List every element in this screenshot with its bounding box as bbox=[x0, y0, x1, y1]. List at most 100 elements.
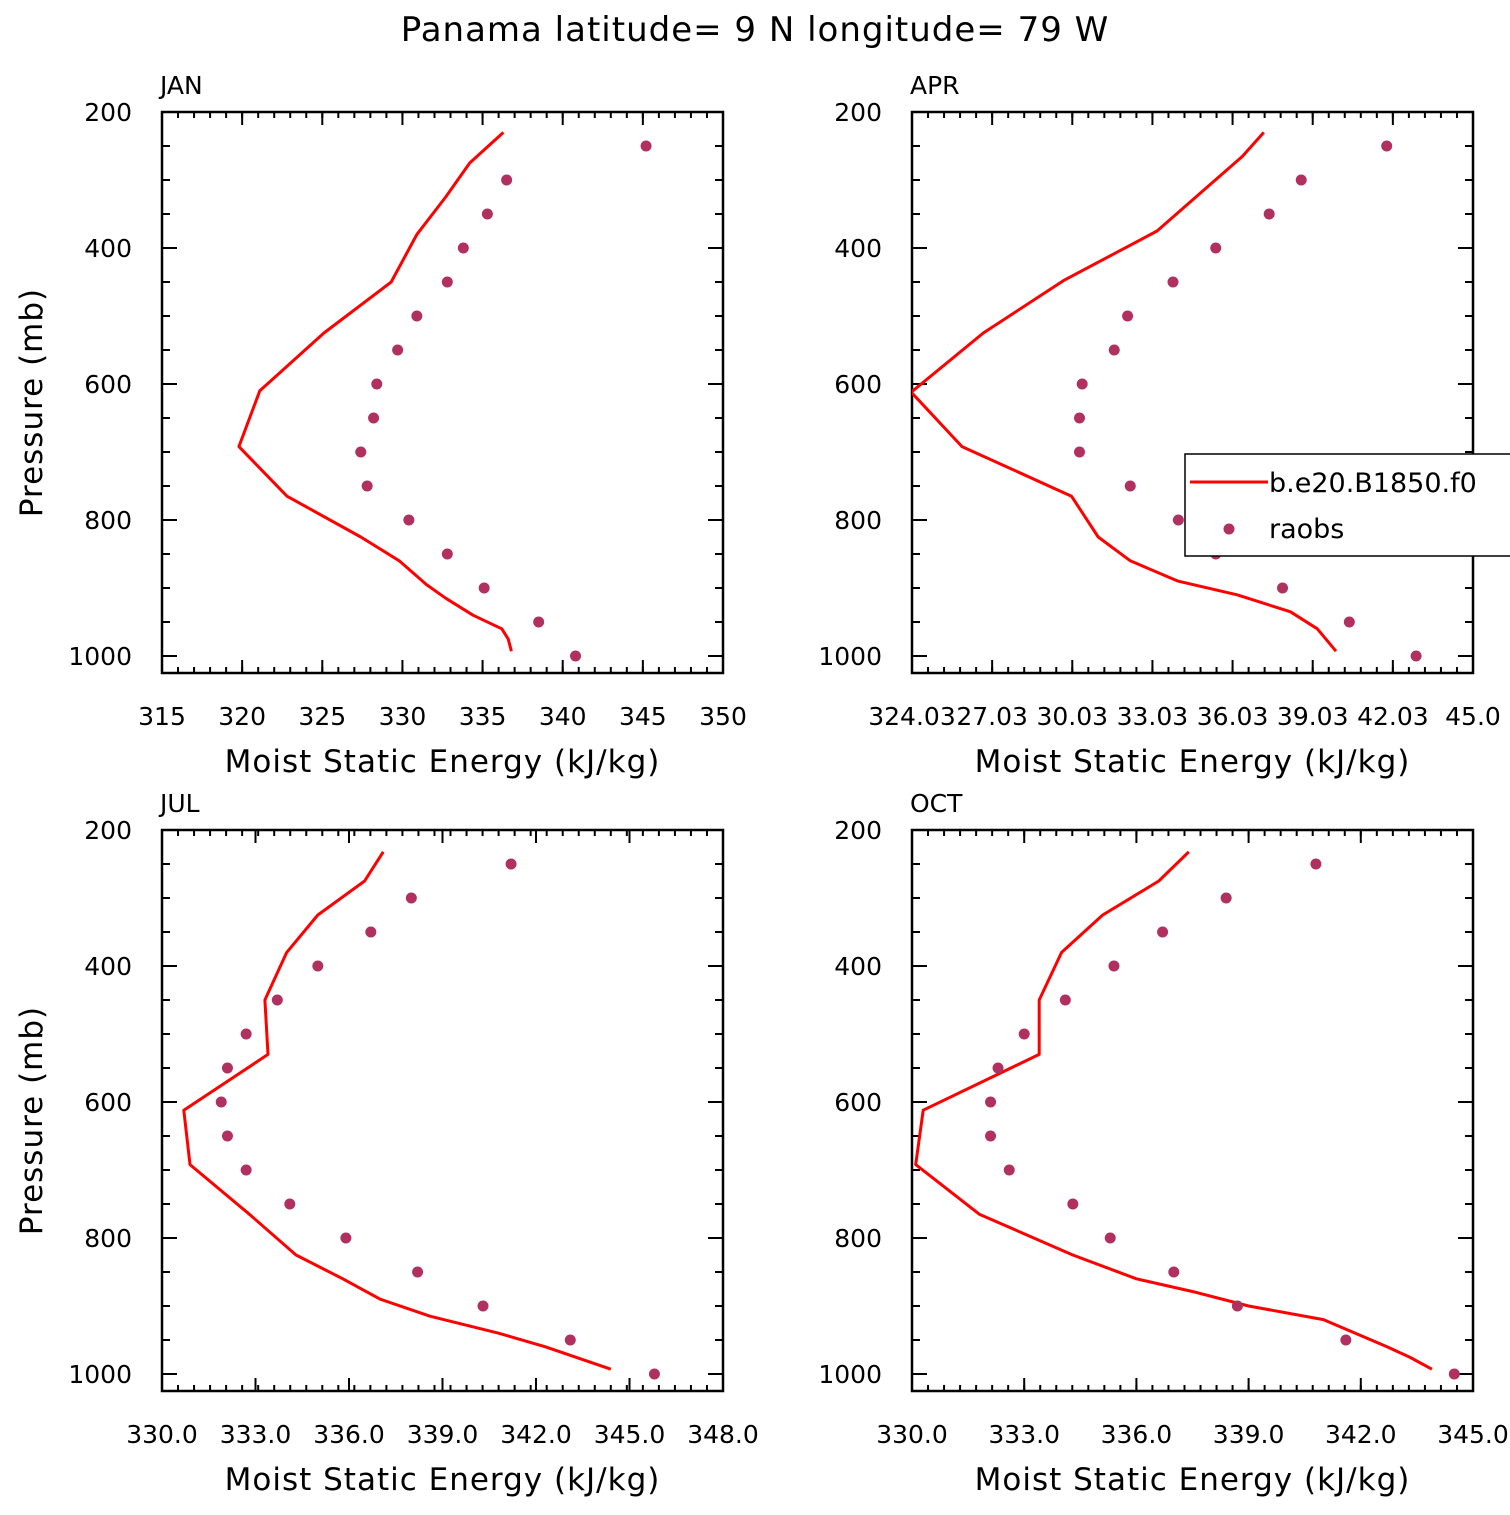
x-axis-title: Moist Static Energy (kJ/kg) bbox=[975, 1462, 1411, 1498]
raobs-point bbox=[412, 1266, 424, 1278]
raobs-point bbox=[441, 276, 453, 288]
y-tick-label: 1000 bbox=[818, 642, 882, 671]
raobs-point bbox=[1067, 1198, 1079, 1210]
x-axis-title: Moist Static Energy (kJ/kg) bbox=[975, 744, 1411, 780]
y-axis-title: Pressure (mb) bbox=[14, 1006, 50, 1235]
raobs-point bbox=[1018, 1028, 1030, 1040]
y-tick-label: 1000 bbox=[68, 642, 132, 671]
raobs-point bbox=[992, 1062, 1004, 1074]
x-tick-label: 333.0 bbox=[988, 1420, 1060, 1449]
y-tick-label: 600 bbox=[834, 1088, 882, 1117]
chart-panel-jul: 330.0 333.0 336.0 339.0 342.0 345.0 348.0 200 40… bbox=[14, 789, 759, 1498]
x-tick-label: 348.0 bbox=[687, 1420, 759, 1449]
y-tick-label: 600 bbox=[84, 1088, 132, 1117]
raobs-point bbox=[1172, 514, 1184, 526]
legend-marker-swatch bbox=[1223, 523, 1235, 535]
raobs-point bbox=[1220, 892, 1232, 904]
chart-panel-jan: 315 320 325 330 335 340 345 350 200 400 600 800 1000… bbox=[14, 71, 747, 780]
raobs-point bbox=[271, 994, 283, 1006]
raobs-point bbox=[457, 242, 469, 254]
raobs-point bbox=[1073, 412, 1085, 424]
y-tick-label: 400 bbox=[84, 952, 132, 981]
plot-area bbox=[237, 131, 652, 662]
x-tick-label: 45.0 bbox=[1445, 702, 1501, 731]
x-tick-label: 330.0 bbox=[876, 1420, 948, 1449]
raobs-point bbox=[1340, 1334, 1352, 1346]
raobs-point bbox=[1076, 378, 1088, 390]
raobs-point bbox=[441, 548, 453, 560]
raobs-point bbox=[1448, 1368, 1460, 1380]
raobs-point bbox=[1108, 344, 1120, 356]
y-tick-label: 400 bbox=[834, 234, 882, 263]
raobs-point bbox=[1157, 926, 1169, 938]
series-line-model bbox=[914, 850, 1433, 1371]
raobs-point bbox=[985, 1096, 997, 1108]
raobs-point bbox=[1381, 140, 1393, 152]
y-tick-label: 800 bbox=[84, 1224, 132, 1253]
y-tick-label: 600 bbox=[834, 370, 882, 399]
y-tick-label: 1000 bbox=[68, 1360, 132, 1389]
raobs-point bbox=[1410, 650, 1422, 662]
y-tick-label: 200 bbox=[84, 816, 132, 845]
x-tick-label: 336.0 bbox=[1101, 1420, 1173, 1449]
raobs-point bbox=[1295, 174, 1307, 186]
x-tick-label: 330 bbox=[379, 702, 427, 731]
raobs-point bbox=[368, 412, 380, 424]
plot-frame bbox=[160, 110, 725, 675]
plot-frame bbox=[160, 828, 725, 1393]
x-tick-label: 342.0 bbox=[500, 1420, 572, 1449]
raobs-point bbox=[284, 1198, 296, 1210]
x-tick-label: 39.03 bbox=[1277, 702, 1349, 731]
raobs-point bbox=[1059, 994, 1071, 1006]
series-line-model bbox=[182, 850, 612, 1371]
raobs-point bbox=[501, 174, 513, 186]
x-axis-title: Moist Static Energy (kJ/kg) bbox=[225, 744, 661, 780]
raobs-point bbox=[533, 616, 545, 628]
raobs-point bbox=[355, 446, 367, 458]
raobs-point bbox=[240, 1164, 252, 1176]
raobs-point bbox=[340, 1232, 352, 1244]
plot-frame bbox=[910, 110, 1475, 675]
plot-area bbox=[914, 850, 1460, 1380]
legend-label-model: b.e20.B1850.f0 bbox=[1269, 468, 1477, 499]
legend-box bbox=[1184, 453, 1510, 557]
raobs-point bbox=[1231, 1300, 1243, 1312]
x-axis-title: Moist Static Energy (kJ/kg) bbox=[225, 1462, 661, 1498]
panel-label: APR bbox=[910, 71, 960, 100]
x-tick-label: 33.03 bbox=[1117, 702, 1189, 731]
raobs-point bbox=[1104, 1232, 1116, 1244]
x-tick-label: 30.03 bbox=[1036, 702, 1108, 731]
raobs-point bbox=[1124, 480, 1136, 492]
raobs-point bbox=[405, 892, 417, 904]
x-tick-label: 345 bbox=[619, 702, 667, 731]
x-tick-label: 315 bbox=[138, 702, 186, 731]
plot-area bbox=[182, 850, 660, 1380]
raobs-point bbox=[570, 650, 582, 662]
legend-label-raobs: raobs bbox=[1269, 514, 1344, 545]
y-axis-title: Pressure (mb) bbox=[14, 288, 50, 517]
raobs-point bbox=[477, 1300, 489, 1312]
raobs-point bbox=[403, 514, 415, 526]
y-tick-label: 200 bbox=[84, 98, 132, 127]
figure-title: Panama latitude= 9 N longitude= 79 W bbox=[400, 10, 1110, 50]
x-tick-label: 325 bbox=[298, 702, 346, 731]
x-tick-label: 339.0 bbox=[1213, 1420, 1285, 1449]
x-tick-label: 333.0 bbox=[220, 1420, 292, 1449]
raobs-point bbox=[1168, 1266, 1180, 1278]
y-tick-label: 600 bbox=[84, 370, 132, 399]
raobs-point bbox=[1167, 276, 1179, 288]
raobs-point bbox=[1108, 960, 1120, 972]
x-tick-label: 350 bbox=[699, 702, 747, 731]
x-tick-label: 339.0 bbox=[407, 1420, 479, 1449]
raobs-point bbox=[221, 1130, 233, 1142]
x-tick-label: 27.03 bbox=[956, 702, 1028, 731]
y-tick-label: 200 bbox=[834, 98, 882, 127]
y-tick-label: 200 bbox=[834, 816, 882, 845]
raobs-point bbox=[1310, 858, 1322, 870]
x-tick-label: 320 bbox=[218, 702, 266, 731]
panel-label: JAN bbox=[158, 71, 203, 100]
y-tick-label: 400 bbox=[84, 234, 132, 263]
x-tick-label: 345.0 bbox=[594, 1420, 666, 1449]
raobs-point bbox=[564, 1334, 576, 1346]
raobs-point bbox=[392, 344, 404, 356]
